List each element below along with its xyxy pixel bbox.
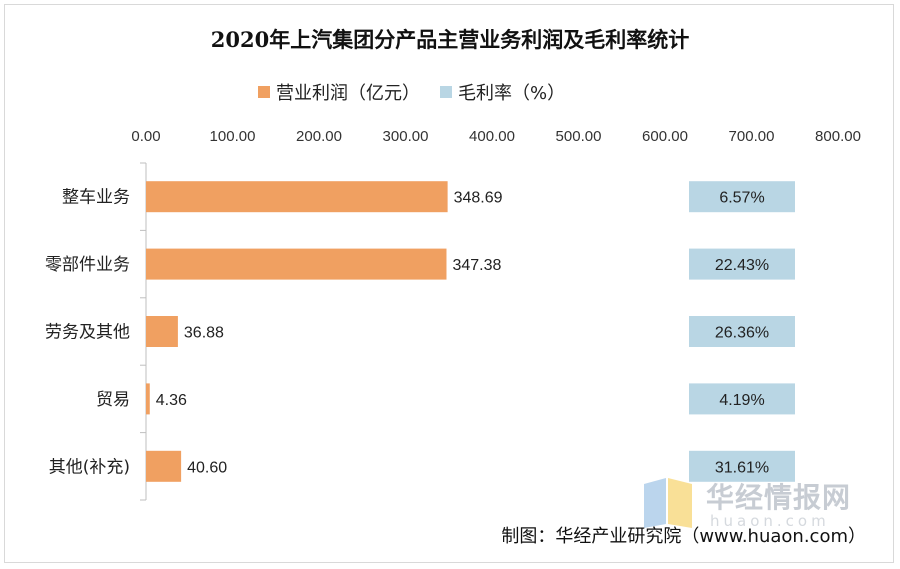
chart-legend: 营业利润（亿元） 毛利率（%） xyxy=(258,80,565,104)
x-tick-label: 800.00 xyxy=(815,128,861,145)
profit-data-label: 4.36 xyxy=(156,392,187,409)
profit-data-label: 36.88 xyxy=(184,325,224,342)
margin-bar xyxy=(689,450,795,482)
category-label: 贸易 xyxy=(96,390,130,410)
x-tick-label: 600.00 xyxy=(642,128,688,145)
profit-data-label: 348.69 xyxy=(454,190,503,207)
profit-data-label: 347.38 xyxy=(452,257,501,274)
profit-bar xyxy=(146,316,178,347)
category-label: 其他(补充) xyxy=(49,457,130,477)
profit-bar xyxy=(146,248,447,280)
chart-title: 2020年上汽集团分产品主营业务利润及毛利率统计 xyxy=(210,27,690,52)
watermark: 华经情报网 huaon.com xyxy=(640,474,870,534)
margin-data-label: 22.43% xyxy=(715,257,769,274)
x-tick-label: 500.00 xyxy=(556,128,602,145)
margin-bar xyxy=(689,181,795,213)
x-tick-label: 700.00 xyxy=(729,128,775,145)
margin-bar xyxy=(689,316,795,347)
x-tick-label: 0.00 xyxy=(131,128,160,145)
legend-item-margin: 毛利率（%） xyxy=(440,79,565,105)
legend-item-profit: 营业利润（亿元） xyxy=(258,79,420,105)
margin-bar xyxy=(689,248,795,280)
margin-bar xyxy=(689,383,795,415)
category-label: 劳务及其他 xyxy=(45,323,130,343)
x-tick-label: 200.00 xyxy=(296,128,342,145)
watermark-text: 华经情报网 xyxy=(706,481,852,514)
x-tick-label: 100.00 xyxy=(210,128,256,145)
margin-data-label: 26.36% xyxy=(715,325,769,342)
category-label: 整车业务 xyxy=(62,188,130,208)
watermark-subtext: huaon.com xyxy=(710,512,830,530)
x-tick-label: 400.00 xyxy=(469,128,515,145)
legend-swatch-profit xyxy=(258,86,270,98)
x-tick-label: 300.00 xyxy=(383,128,429,145)
legend-label-profit: 营业利润（亿元） xyxy=(276,83,420,104)
profit-bar xyxy=(146,383,150,415)
watermark-logo xyxy=(644,478,692,528)
margin-data-label: 6.57% xyxy=(719,190,764,207)
chart-source-credit: 制图：华经产业研究院（www.huaon.com） xyxy=(501,526,866,547)
category-label: 零部件业务 xyxy=(45,255,130,275)
profit-bar xyxy=(146,450,182,482)
legend-swatch-margin xyxy=(440,86,452,98)
profit-data-label: 40.60 xyxy=(187,459,227,476)
margin-data-label: 31.61% xyxy=(715,459,769,476)
margin-data-label: 4.19% xyxy=(719,392,764,409)
profit-bar xyxy=(146,181,448,213)
legend-label-margin: 毛利率（%） xyxy=(458,83,566,104)
